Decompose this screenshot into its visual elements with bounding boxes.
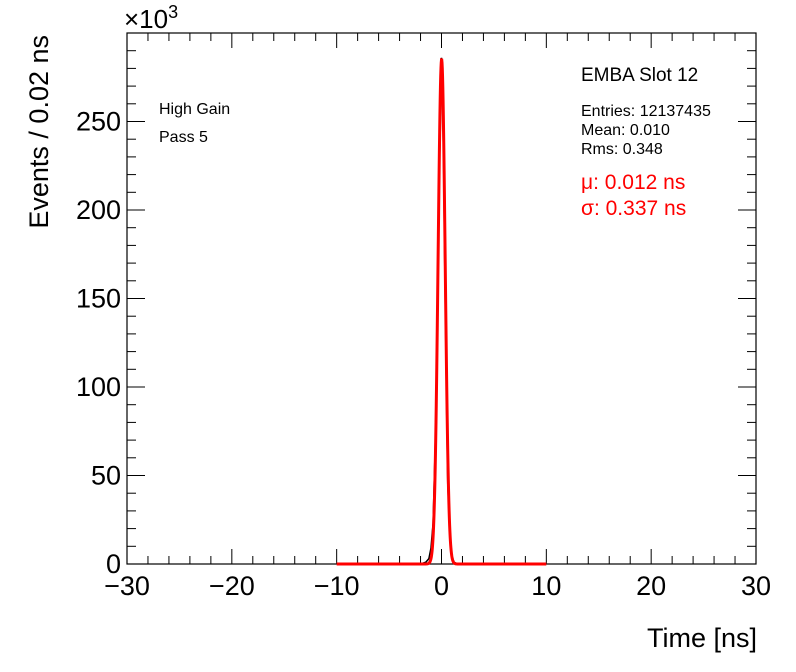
fit-mu: μ: 0.012 ns (581, 171, 685, 194)
y-tick-label: 200 (76, 195, 121, 225)
x-tick-label: 20 (636, 571, 666, 601)
x-tick-label: −30 (104, 571, 150, 601)
x-tick-label: −10 (314, 571, 360, 601)
x-tick-label: 10 (531, 571, 561, 601)
x-minor-ticks (126, 33, 757, 564)
chart-title: EMBA Slot 12 (581, 65, 698, 86)
y-axis-label: Events / 0.02 ns (24, 35, 54, 229)
stats-mean: Mean: 0.010 (581, 122, 670, 139)
x-tick-label: 0 (434, 571, 449, 601)
x-axis-label: Time [ns] (647, 623, 757, 653)
histogram-line (420, 57, 463, 565)
x-tick-labels: −30 −20 −10 0 10 20 30 (104, 571, 771, 601)
y-multiplier: ×103 (124, 2, 178, 34)
gain-label: High Gain (159, 101, 230, 118)
gaussian-fit-line (336, 58, 547, 566)
y-tick-label: 100 (76, 372, 121, 402)
stats-rms: Rms: 0.348 (581, 141, 663, 158)
fit-sigma: σ: 0.337 ns (581, 197, 686, 220)
y-tick-label: 0 (106, 549, 121, 579)
y-tick-label: 150 (76, 284, 121, 314)
pass-label: Pass 5 (159, 129, 208, 146)
y-tick-label: 250 (76, 107, 121, 137)
plot-marks (336, 57, 547, 566)
stats-entries: Entries: 12137435 (581, 103, 711, 120)
y-minor-ticks (127, 32, 756, 565)
y-tick-labels: 0 50 100 150 200 250 (76, 107, 121, 580)
x-tick-label: −20 (209, 571, 255, 601)
y-tick-label: 50 (91, 461, 121, 491)
x-tick-label: 30 (741, 571, 771, 601)
